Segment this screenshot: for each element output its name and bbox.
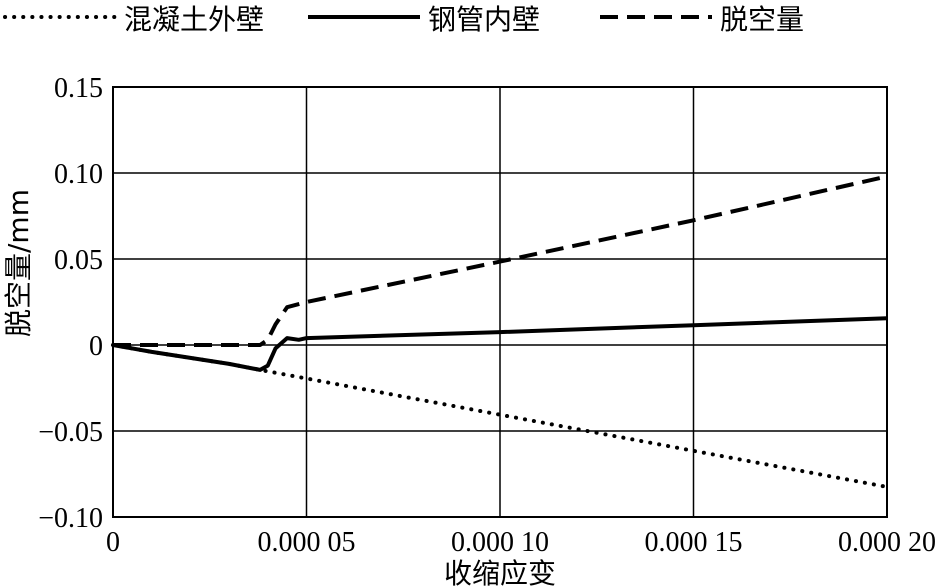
x-tick-label: 0.000 10 bbox=[451, 527, 549, 558]
x-tick-label: 0.000 20 bbox=[838, 527, 936, 558]
legend-label-steel: 钢管内壁 bbox=[428, 3, 540, 36]
x-axis-title: 收缩应变 bbox=[444, 557, 556, 588]
y-tick-label: −0.05 bbox=[38, 417, 103, 448]
legend-label-concrete: 混凝土外壁 bbox=[124, 3, 264, 36]
y-axis-title: 脱空量/mm bbox=[2, 189, 35, 337]
x-tick-label: 0.000 15 bbox=[645, 527, 743, 558]
y-tick-label: −0.10 bbox=[38, 503, 103, 534]
y-tick-labels: 0.15 0.10 0.05 0 −0.05 −0.10 bbox=[38, 73, 103, 534]
series-steel-inner-wall bbox=[112, 316, 888, 372]
y-tick-label: 0.10 bbox=[54, 159, 103, 190]
plot-frame bbox=[112, 86, 888, 518]
series-group bbox=[111, 174, 889, 489]
x-tick-label: 0.000 05 bbox=[258, 527, 356, 558]
y-tick-label: 0.05 bbox=[54, 245, 103, 276]
series-gap bbox=[113, 174, 888, 347]
y-tick-label: 0 bbox=[89, 331, 103, 362]
legend: 混凝土外壁 钢管内壁 脱空量 bbox=[3, 3, 804, 36]
grid bbox=[112, 86, 888, 518]
x-tick-labels: 0 0.000 05 0.000 10 0.000 15 0.000 20 bbox=[106, 527, 936, 558]
x-tick-label: 0 bbox=[106, 527, 120, 558]
legend-label-gap: 脱空量 bbox=[720, 3, 804, 36]
y-tick-label: 0.15 bbox=[54, 73, 103, 104]
